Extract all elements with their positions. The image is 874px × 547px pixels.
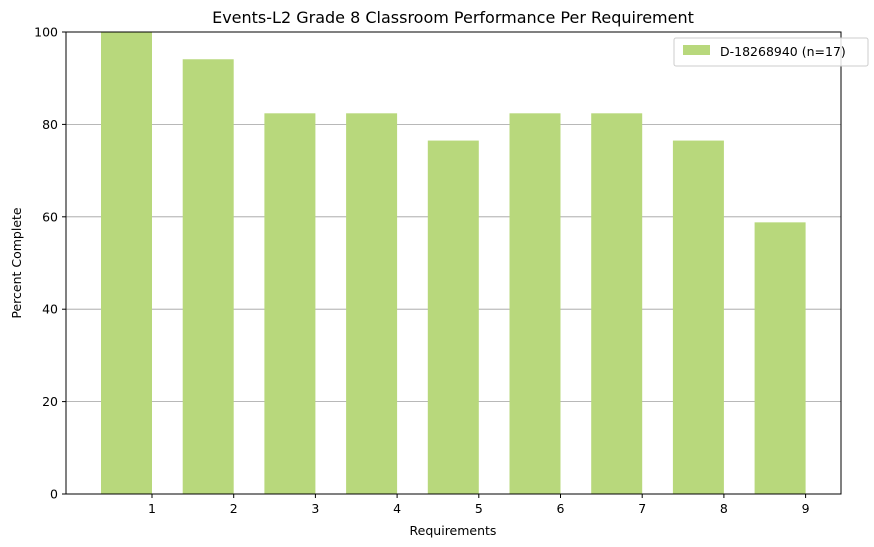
- bar: [754, 222, 806, 494]
- plot-frame: [65, 31, 842, 495]
- legend-label: D-18268940 (n=17): [720, 44, 846, 59]
- bar: [101, 32, 152, 494]
- x-tick-label: 1: [148, 501, 156, 516]
- bar: [264, 113, 316, 494]
- y-tick-label: 60: [42, 209, 58, 224]
- bar: [509, 113, 561, 494]
- x-tick-label: 8: [720, 501, 728, 516]
- x-axis-label: Requirements: [410, 523, 497, 538]
- y-tick-label: 0: [50, 487, 58, 502]
- bar: [591, 113, 643, 494]
- y-tick-label: 100: [34, 25, 58, 40]
- legend: D-18268940 (n=17): [673, 37, 869, 67]
- x-tick-label: 6: [557, 501, 565, 516]
- x-tick-label: 7: [638, 501, 646, 516]
- x-tick-label: 9: [802, 501, 810, 516]
- y-axis-label: Percent Complete: [9, 207, 24, 319]
- x-tick-label: 5: [475, 501, 483, 516]
- x-axis: 1 2 3 4 5 6 7 8 9: [148, 494, 810, 516]
- bars: [101, 32, 806, 495]
- bar: [346, 113, 398, 494]
- x-tick-label: 3: [311, 501, 319, 516]
- y-tick-label: 20: [42, 394, 58, 409]
- x-tick-label: 4: [393, 501, 401, 516]
- y-tick-label: 40: [42, 302, 58, 317]
- bar: [427, 140, 479, 494]
- bar: [182, 59, 234, 495]
- bar: [672, 140, 724, 494]
- y-tick-label: 80: [42, 117, 58, 132]
- chart-title: Events-L2 Grade 8 Classroom Performance …: [212, 8, 694, 27]
- legend-box: [673, 37, 869, 67]
- y-axis: 0 20 40 60 80 100: [34, 25, 66, 502]
- legend-swatch: [683, 45, 710, 55]
- x-tick-label: 2: [230, 501, 238, 516]
